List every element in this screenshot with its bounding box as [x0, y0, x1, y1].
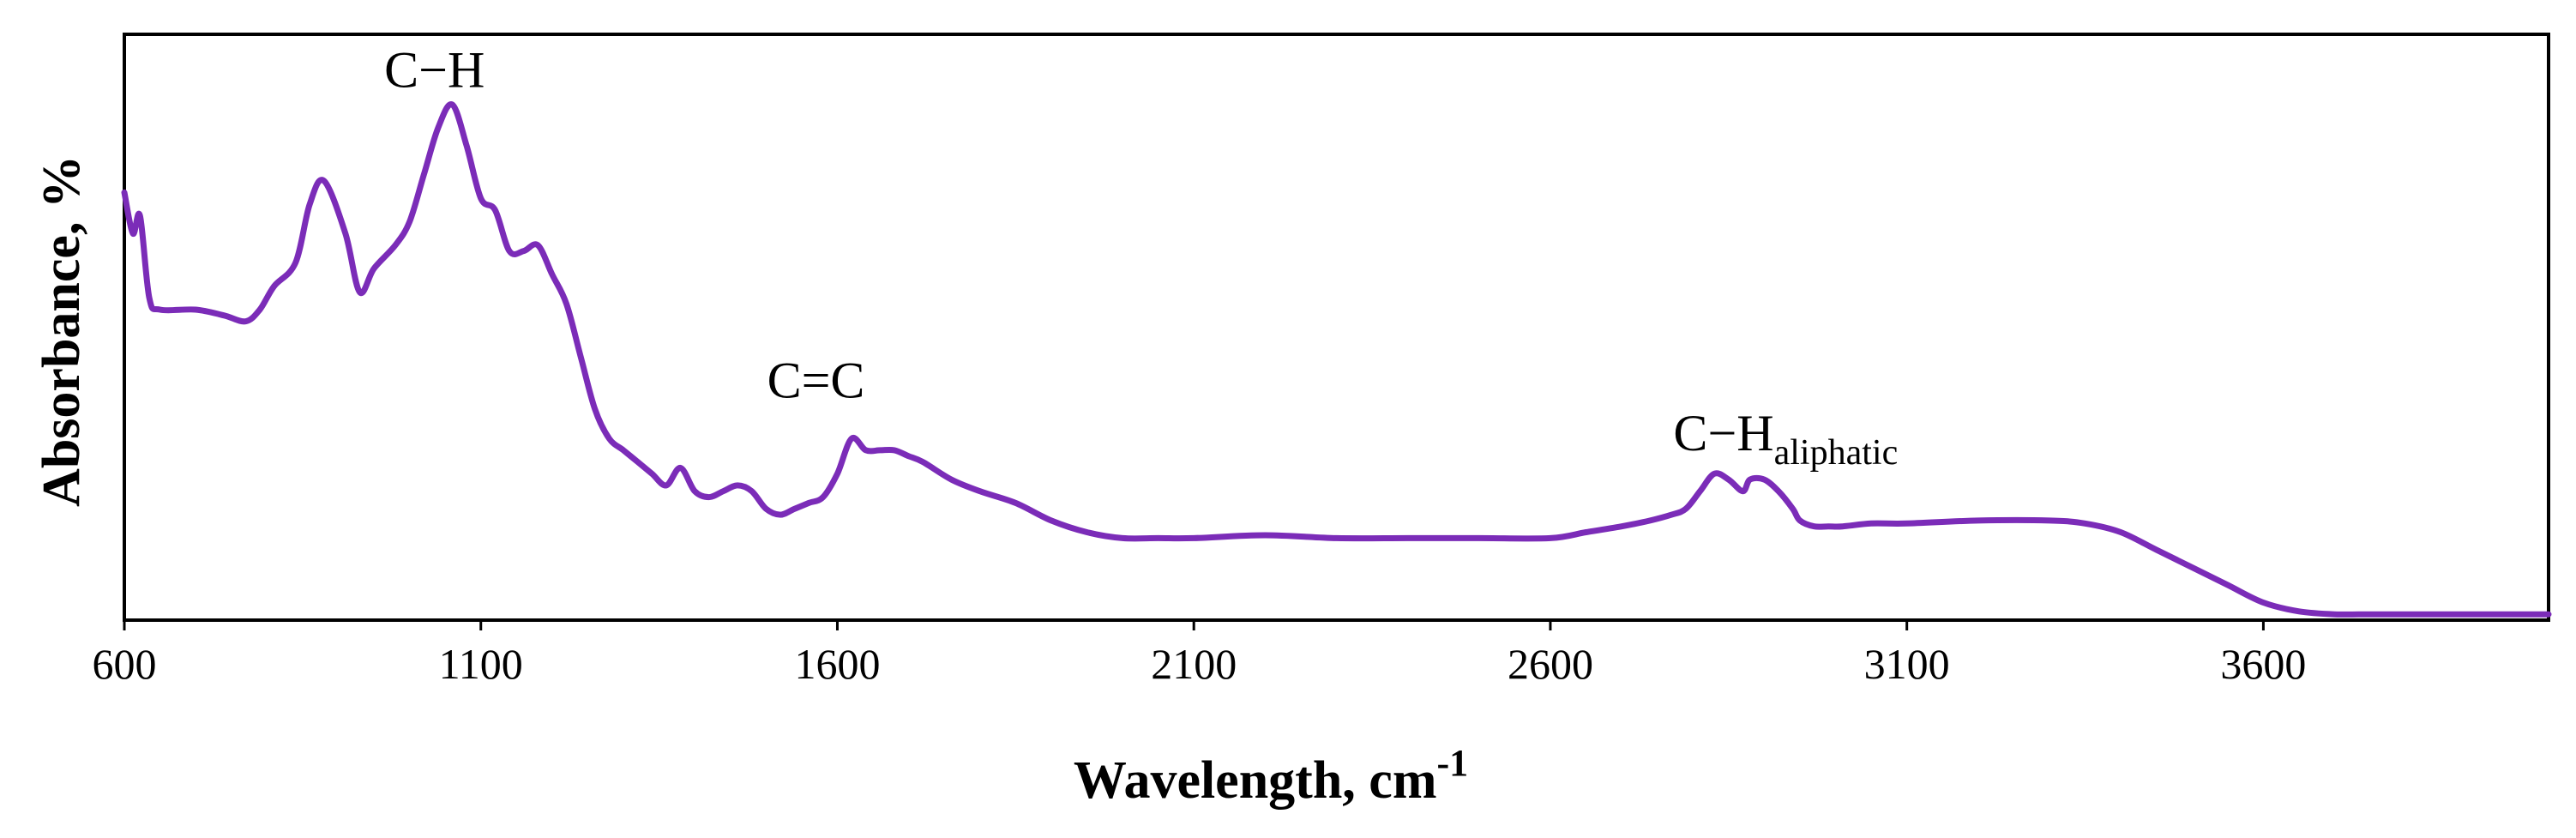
- series-layer: [121, 101, 2552, 618]
- x-tick-label: 3100: [1864, 640, 1950, 688]
- x-tick-label: 3600: [2220, 640, 2306, 688]
- annotation-label-1: C=C: [767, 352, 865, 408]
- x-tick-label: 600: [93, 640, 157, 688]
- annotation-label-0: C−H: [384, 41, 485, 98]
- series-line-0: [121, 101, 2552, 618]
- x-axis-ticks: 600 1100 1600 2100 2600 3100 3600: [93, 620, 2306, 688]
- x-tick-label: 1100: [439, 640, 523, 688]
- x-axis-title: Wavelength, cm-1: [1074, 742, 1468, 810]
- x-tick-label: 2100: [1151, 640, 1237, 688]
- annotation-label-2: C−Haliphatic: [1673, 405, 1898, 473]
- x-tick-label: 2600: [1508, 640, 1593, 688]
- plot-area-frame: [123, 33, 2550, 622]
- x-tick-label: 1600: [794, 640, 880, 688]
- annotation-layer: C−H C=C C−Haliphatic: [384, 41, 1898, 472]
- y-axis-title: Absorbance, %: [33, 155, 91, 507]
